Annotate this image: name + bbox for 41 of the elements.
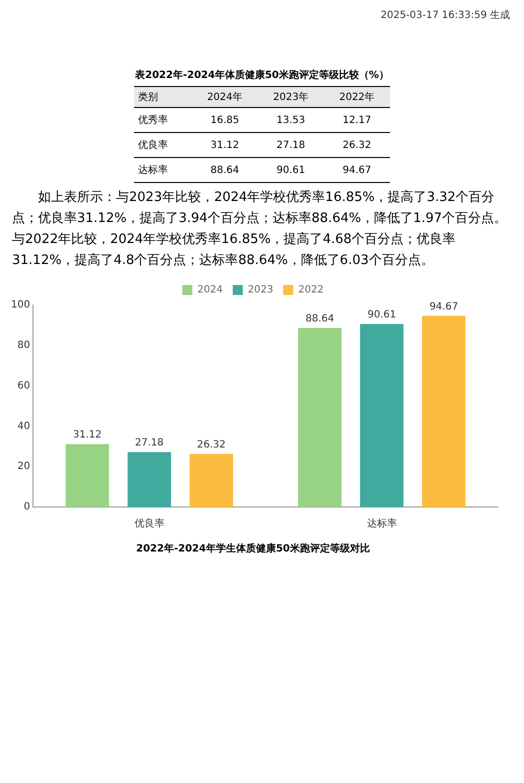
bar (128, 452, 172, 507)
data-label: 90.61 (367, 310, 396, 321)
data-label: 88.64 (209, 164, 240, 178)
data-label: 12.17 (342, 114, 372, 128)
data-label: 16.85 (209, 114, 240, 128)
bar (190, 454, 233, 507)
y-tick-label: 40 (17, 420, 30, 432)
y-tick-label: 0 (24, 502, 30, 513)
text: 2022年-2024年学生体质健康50米跑评定等级对比 (136, 542, 370, 555)
bar (360, 324, 404, 507)
data-label: 90.61 (276, 164, 306, 178)
y-tick-label: 20 (17, 461, 30, 472)
data-label: 94.67 (342, 164, 372, 178)
legend-label: 2023 (248, 284, 274, 296)
y-tick-label: 100 (10, 300, 30, 311)
text: 2025-03-17 16:33:59 生成 (380, 8, 510, 22)
x-tick-label: 2024年 (206, 91, 244, 105)
legend-label: 2024 (197, 284, 223, 296)
y-tick-label: 80 (17, 340, 30, 351)
data-label: 13.53 (276, 114, 306, 128)
data-label: 88.64 (305, 314, 334, 325)
x-tick-label: 2023年 (272, 91, 310, 105)
data-label: 26.32 (196, 439, 226, 450)
data-label: 31.12 (73, 430, 102, 441)
data-label: 26.32 (342, 138, 372, 152)
data-label: 27.18 (276, 138, 306, 152)
y-tick-label: 优良率 (137, 138, 169, 153)
legend-label: 2022 (298, 284, 324, 296)
bar (422, 316, 466, 507)
data-label: 27.18 (134, 438, 164, 449)
bar (66, 444, 110, 507)
text: 如上表所示：与2023年比较，2024年学校优秀率16.85%，提高了3.32个百分点；优良率31.12%，提高了3.94个百分点；达标率88.64%，降低了1.97个百分点。与2022年比较，2024年学校优秀率16.85%，提高了4.68个百分点；优良率31.12%，提高了4.8个百分点；达标率88.64%，降低了6.03个百分点。 (12, 189, 508, 270)
data-label: 94.67 (429, 301, 458, 312)
bar (298, 328, 342, 507)
y-axis-title: 类别 (137, 90, 159, 105)
x-tick-label: 2022年 (338, 91, 376, 105)
data-label: 31.12 (209, 138, 240, 152)
y-tick-label: 优秀率 (137, 114, 169, 128)
y-tick-label: 达标率 (137, 164, 169, 178)
chart-title: 表2022年-2024年体质健康50米跑评定等级比较（%） (134, 68, 390, 82)
y-tick-label: 60 (17, 380, 30, 392)
